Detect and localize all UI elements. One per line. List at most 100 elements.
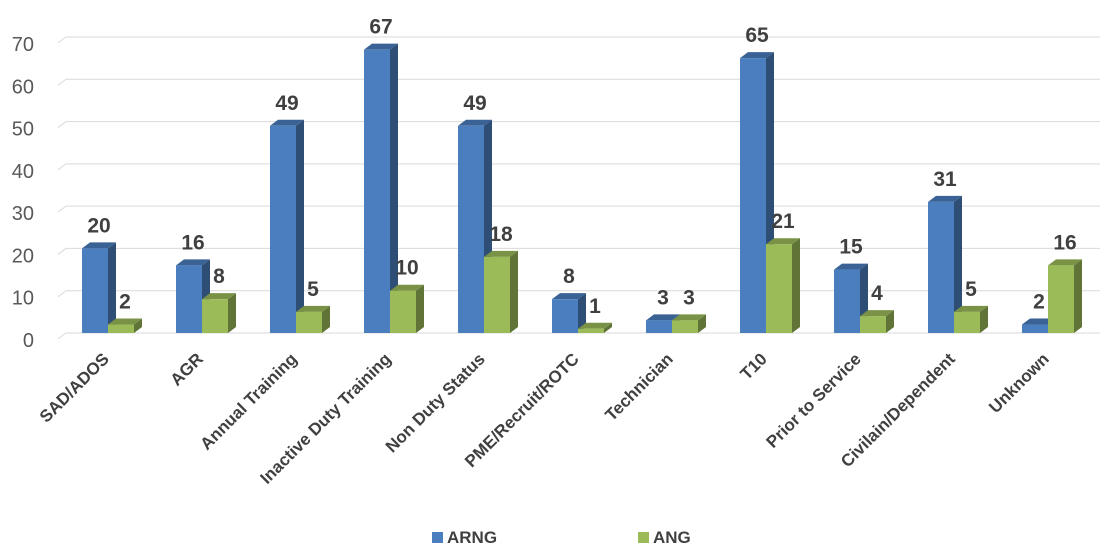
bar-top <box>740 52 774 59</box>
bar-top <box>108 318 142 325</box>
bar-side <box>1074 259 1082 333</box>
data-label-ang: 16 <box>1053 231 1076 254</box>
bar-side <box>792 238 800 333</box>
data-label-ang: 10 <box>395 257 418 280</box>
bar-top <box>390 284 424 291</box>
gridline <box>57 121 1100 128</box>
bar-ang-10 <box>954 305 988 333</box>
bar-front <box>270 125 296 333</box>
bar-side <box>954 195 962 333</box>
data-label-arng: 20 <box>87 214 110 237</box>
bar-ang-1 <box>108 318 142 333</box>
bar-front <box>672 320 698 333</box>
bar-side <box>390 43 398 333</box>
bar-side <box>108 242 116 333</box>
grid-layer <box>57 36 1100 340</box>
legend-label: ANG <box>653 528 691 547</box>
data-label-ang: 5 <box>307 278 319 301</box>
bar-top <box>646 314 680 321</box>
data-label-ang: 21 <box>771 210 795 233</box>
bar-top <box>834 263 868 270</box>
bar-side <box>296 119 304 333</box>
data-label-arng: 31 <box>933 168 957 191</box>
y-axis-ticks: 0 10 20 30 40 50 60 70 <box>12 34 34 352</box>
bar-front <box>458 125 484 333</box>
bar-arng-4 <box>364 43 398 333</box>
x-tick-label: Non Duty Status <box>382 349 489 456</box>
legend-swatch <box>638 532 649 543</box>
bar-ang-2 <box>202 293 236 333</box>
bar-front <box>176 265 202 333</box>
bar-front <box>740 58 766 334</box>
data-label-arng: 15 <box>839 236 863 259</box>
data-label-arng: 3 <box>657 286 669 309</box>
bar-top <box>82 242 116 249</box>
data-label-arng: 67 <box>369 16 392 39</box>
gridline <box>57 36 1100 44</box>
bar-top <box>1022 318 1056 325</box>
bars-layer <box>82 43 1082 334</box>
bar-top <box>270 119 304 126</box>
x-tick-label: AGR <box>167 349 207 389</box>
bar-front <box>364 49 390 333</box>
bar-side <box>698 314 706 333</box>
legend-item-ang: ANG <box>638 528 691 547</box>
data-label-arng: 49 <box>275 92 298 115</box>
bar-top <box>672 314 706 321</box>
data-label-arng: 2 <box>1033 291 1045 314</box>
gridline <box>57 332 1100 340</box>
data-label-arng: 8 <box>563 265 575 288</box>
bar-front <box>484 256 510 333</box>
bar-side <box>322 305 330 333</box>
data-label-ang: 5 <box>965 278 977 301</box>
bar-front <box>552 299 578 333</box>
bar-arng-1 <box>82 242 116 333</box>
bar-ang-8 <box>766 238 800 333</box>
bar-ang-11 <box>1048 259 1082 333</box>
bar-side <box>134 318 142 333</box>
y-tick-label: 0 <box>23 330 34 352</box>
y-tick-label: 70 <box>12 34 34 56</box>
data-label-ang: 8 <box>213 265 225 288</box>
legend-swatch <box>432 532 443 543</box>
bar-top <box>458 119 492 126</box>
legend-item-arng: ARNG <box>432 528 497 547</box>
y-tick-label: 50 <box>12 119 34 141</box>
bar-front <box>578 328 604 333</box>
bar-front <box>860 316 886 333</box>
bar-front <box>834 269 860 333</box>
bar-front <box>954 311 980 333</box>
bar-side <box>886 310 894 333</box>
bar-front <box>1048 265 1074 333</box>
bar-front <box>390 290 416 333</box>
bar-front <box>108 324 134 333</box>
bar-side <box>604 322 612 333</box>
bar-top <box>766 238 800 245</box>
data-label-ang: 18 <box>489 223 513 246</box>
bar-top <box>484 250 518 257</box>
bar-front <box>82 248 108 333</box>
bar-top <box>552 293 586 300</box>
bar-side <box>416 284 424 333</box>
bar-ang-9 <box>860 310 894 333</box>
bar-top <box>578 322 612 329</box>
bar-side <box>510 250 518 333</box>
bar-front <box>296 311 322 333</box>
data-label-arng: 49 <box>463 92 486 115</box>
y-tick-label: 60 <box>12 76 34 98</box>
y-tick-label: 30 <box>12 203 34 225</box>
x-tick-label: Unknown <box>985 349 1053 417</box>
data-label-arng: 16 <box>181 231 204 254</box>
y-tick-label: 20 <box>12 245 34 267</box>
bar-ang-6 <box>578 322 612 333</box>
bar-top <box>1048 259 1082 266</box>
bar-side <box>578 293 586 333</box>
data-label-ang: 1 <box>589 295 601 318</box>
x-tick-label: Annual Training <box>197 349 301 453</box>
y-tick-label: 10 <box>12 288 34 310</box>
bar-front <box>928 201 954 333</box>
bar-top <box>202 293 236 300</box>
